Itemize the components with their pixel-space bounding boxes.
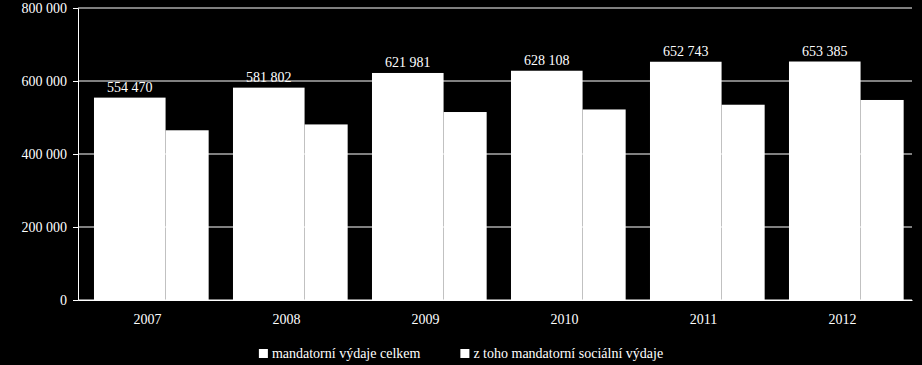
bar <box>511 71 583 300</box>
tick: 2007 <box>134 300 162 327</box>
tick-label: 2009 <box>412 312 440 327</box>
data-label: 621 981 <box>385 55 431 70</box>
tick-mark <box>73 8 78 9</box>
bar <box>722 105 765 300</box>
tick-label: 200 000 <box>22 220 68 235</box>
bar <box>444 112 487 300</box>
tick: 400 000 <box>22 147 79 162</box>
tick-label: 400 000 <box>22 147 68 162</box>
bars <box>94 62 904 300</box>
bar <box>650 62 722 300</box>
tick: 2009 <box>412 300 440 327</box>
data-label: 554 470 <box>107 80 152 95</box>
tick-label: 2012 <box>829 312 857 327</box>
bar <box>166 130 209 300</box>
tick: 2012 <box>829 300 857 327</box>
tick: 800 000 <box>22 1 79 16</box>
legend-swatch <box>460 349 469 358</box>
tick-mark <box>73 154 78 155</box>
tick-mark <box>73 227 78 228</box>
bar <box>233 88 305 300</box>
data-label: 581 802 <box>246 70 292 85</box>
bar <box>305 124 348 300</box>
bar <box>372 73 444 300</box>
tick: 2010 <box>551 300 579 327</box>
tick-label: 2008 <box>273 312 301 327</box>
bar <box>789 62 861 300</box>
tick-label: 0 <box>60 293 67 308</box>
legend-swatch <box>259 349 268 358</box>
data-labels: 554 470 581 802 621 981 628 108 652 743 653 3… <box>107 44 848 95</box>
chart: 554 470 581 802 621 981 628 108 652 743 653 3… <box>0 0 922 365</box>
data-label: 653 385 <box>802 44 848 59</box>
legend-item: z toho mandatorní sociální výdaje <box>460 346 663 361</box>
grid-line <box>78 81 912 82</box>
tick: 200 000 <box>22 220 79 235</box>
bar <box>861 100 904 300</box>
axis-line <box>73 9 79 301</box>
tick-label: 2007 <box>134 312 162 327</box>
tick-mark <box>73 300 78 301</box>
data-label: 652 743 <box>663 44 709 59</box>
x-axis: 2007 2008 2009 2010 2011 2012 <box>79 300 913 327</box>
plot: 554 470 581 802 621 981 628 108 652 743 653 3… <box>22 1 913 327</box>
tick-label: 2011 <box>690 312 717 327</box>
tick: 0 <box>60 293 78 308</box>
tick: 600 000 <box>22 74 79 89</box>
data-label: 628 108 <box>524 53 570 68</box>
tick-mark <box>73 81 78 82</box>
bar <box>94 98 166 300</box>
tick-label: 2010 <box>551 312 579 327</box>
tick-label: 800 000 <box>22 1 68 16</box>
grid <box>78 8 912 300</box>
grid-line <box>78 8 912 9</box>
axis-line <box>79 300 913 301</box>
legend-item: mandatorní výdaje celkem <box>259 346 421 361</box>
tick: 2011 <box>690 300 717 327</box>
tick-label: 600 000 <box>22 74 68 89</box>
legend: mandatorní výdaje celkem z toho mandatorn… <box>259 346 663 361</box>
y-axis: 0 200 000 400 000 600 000 800 000 <box>22 1 79 308</box>
legend-label: mandatorní výdaje celkem <box>272 346 421 361</box>
legend-label: z toho mandatorní sociální výdaje <box>473 346 663 361</box>
tick: 2008 <box>273 300 301 327</box>
bar <box>583 109 626 300</box>
